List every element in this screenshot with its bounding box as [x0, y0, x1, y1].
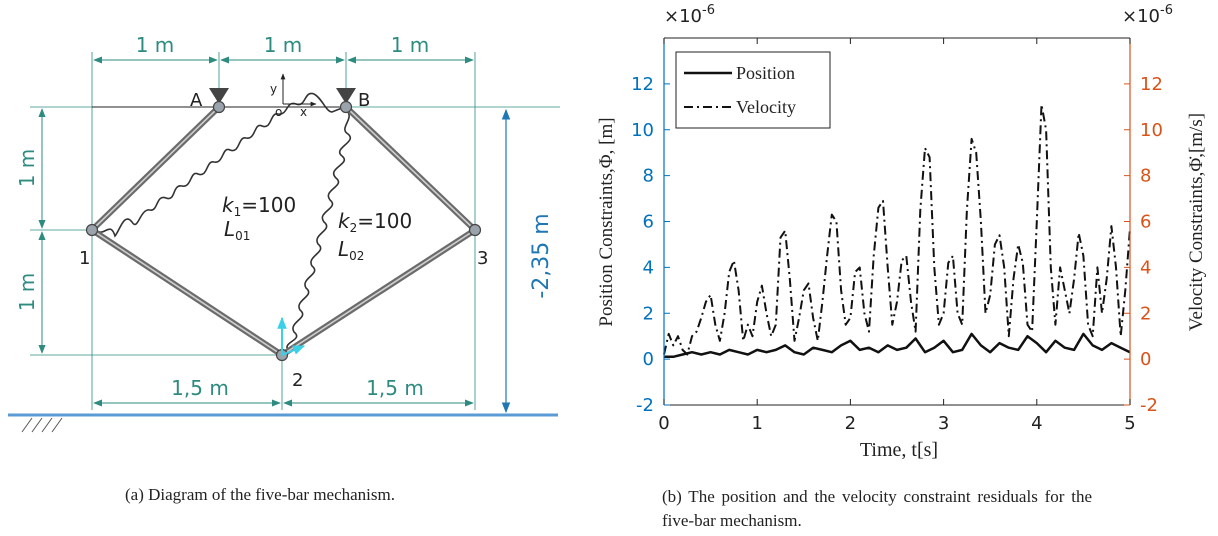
y-axis-label-left: Position Constraints,Φ, [m] — [596, 117, 617, 326]
top-dim-2: 1 m — [264, 33, 303, 57]
spring-2 — [283, 109, 352, 355]
label-origin-x: x — [300, 105, 307, 119]
local-frame-icon — [277, 316, 306, 356]
x-tick-label: 4 — [1031, 413, 1042, 434]
bottom-dim-2: 1,5 m — [366, 376, 424, 400]
joint-b — [339, 100, 353, 114]
series-line-position — [664, 332, 1131, 359]
y-tick-label-left: 8 — [643, 166, 654, 187]
y-axis-label-right: Velocity Constraints,Φ̇,[m/s] — [1186, 113, 1207, 331]
spring1-k: k1=100 — [222, 193, 296, 219]
top-dim-1: 1 m — [136, 33, 175, 57]
legend: Position Velocity — [675, 51, 831, 129]
caption-b: (b) The position and the velocity constr… — [662, 487, 1092, 530]
origin-frame-icon — [280, 73, 317, 107]
caption-a: (a) Diagram of the five-bar mechanism. — [125, 485, 395, 504]
legend-label-velocity: Velocity — [736, 97, 796, 117]
joint-a — [212, 100, 226, 114]
support-b-icon — [336, 88, 356, 104]
links — [89, 104, 478, 358]
label-1: 1 — [79, 248, 90, 269]
x-tick-label: 2 — [845, 413, 856, 434]
support-a-icon — [209, 88, 229, 104]
y-tick-label-left: 2 — [643, 303, 654, 324]
top-dim-3: 1 m — [391, 33, 430, 57]
height-dim-label: -2,35 m — [529, 213, 554, 298]
x-tick-label: 5 — [1124, 413, 1135, 434]
links-highlight — [91, 106, 476, 356]
y-tick-label-left: 6 — [643, 212, 654, 233]
ground-hatch — [21, 417, 63, 433]
joint-1 — [85, 223, 99, 237]
y-tick-label-right: 2 — [1140, 303, 1151, 324]
mechanism-diagram: y o x A B 1 2 3 1 m 1 m 1 m 1,5 m 1,5 m … — [8, 33, 560, 433]
x-tick-label: 1 — [751, 413, 762, 434]
y-tick-label-left: 12 — [631, 74, 654, 95]
y-tick-label-right: -2 — [1140, 395, 1158, 416]
label-3: 3 — [477, 248, 488, 269]
spring1-l0: L01 — [224, 217, 250, 243]
joint-3 — [468, 223, 482, 237]
y-tick-label-right: 10 — [1140, 120, 1163, 141]
y-tick-label-right: 0 — [1140, 349, 1151, 370]
x-tick-label: 3 — [938, 413, 949, 434]
label-a: A — [190, 90, 203, 111]
y-tick-label-right: 4 — [1140, 257, 1151, 278]
legend-box — [675, 51, 831, 129]
y-tick-label-left: 10 — [631, 120, 654, 141]
left-exponent: ×10-6 — [664, 3, 715, 27]
right-exponent: ×10-6 — [1122, 3, 1173, 27]
x-axis-label: Time, t[s] — [860, 439, 938, 461]
spring2-k: k2=100 — [338, 209, 412, 235]
label-origin-y: y — [270, 82, 277, 96]
dimension-arrows — [38, 56, 474, 407]
label-origin-o: o — [275, 105, 282, 119]
label-b: B — [358, 90, 370, 111]
x-tick-label: 0 — [658, 413, 669, 434]
y-tick-label-right: 6 — [1140, 212, 1151, 233]
left-dim-1: 1 m — [15, 149, 39, 188]
legend-label-position: Position — [736, 63, 795, 83]
left-dim-2: 1 m — [15, 273, 39, 312]
spring2-l0: L02 — [338, 237, 364, 263]
series-line-velocity — [663, 103, 1131, 356]
bottom-dim-1: 1,5 m — [171, 376, 229, 400]
y-tick-label-right: 8 — [1140, 166, 1151, 187]
y-tick-label-left: 4 — [643, 257, 654, 278]
y-tick-label-left: 0 — [643, 349, 654, 370]
y-tick-label-right: 12 — [1140, 74, 1163, 95]
label-2: 2 — [292, 370, 303, 391]
y-tick-label-left: -2 — [636, 395, 654, 416]
